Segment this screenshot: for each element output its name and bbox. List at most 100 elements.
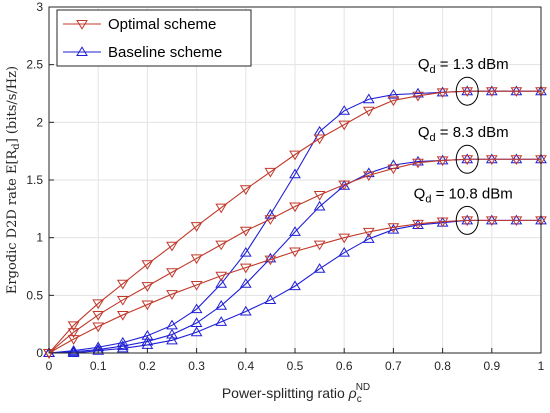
y-axis-label-subscript: d (11, 143, 22, 150)
x-axis-label: Power-splitting ratio ρcND (222, 382, 370, 405)
data-point-triangle-down (485, 87, 498, 97)
y-axis-label-unit: ] (bits/s/Hz) (5, 66, 20, 143)
data-point-triangle-down (412, 219, 424, 230)
x-tick-label: 0.5 (287, 359, 304, 373)
data-point-triangle-up (43, 347, 55, 357)
x-axis-label-text: Power-splitting ratio (222, 385, 349, 401)
data-point-triangle-up (412, 155, 424, 166)
annotations: Qd = 1.3 dBm Qd = 8.3 dBm Qd = 10.8 dBm (414, 56, 513, 235)
data-point-triangle-down (362, 171, 375, 182)
x-tick-label: 0.2 (139, 359, 156, 373)
data-point-triangle-up (67, 347, 80, 357)
data-point-triangle-down (461, 155, 474, 165)
data-point-triangle-down (92, 299, 105, 310)
data-point-triangle-up (362, 167, 375, 178)
legend-entry-baseline: Baseline scheme (63, 44, 222, 61)
data-point-triangle-down (141, 282, 154, 292)
data-point-triangle-up (92, 344, 105, 355)
x-tick-label: 0.3 (188, 359, 205, 373)
data-point-triangle-down (510, 155, 523, 165)
data-point-triangle-down (190, 254, 203, 265)
x-axis-label-subscript: c (357, 394, 362, 405)
data-point-triangle-up (313, 263, 326, 273)
x-tick-label: 0.4 (237, 359, 254, 373)
data-point-triangle-up (387, 88, 400, 99)
data-point-triangle-up (116, 342, 129, 353)
data-point-triangle-up (461, 85, 474, 96)
data-point-triangle-down (412, 158, 424, 169)
y-tick-label: 1.5 (26, 173, 43, 187)
data-point-triangle-up (362, 233, 375, 243)
data-point-triangle-down (67, 335, 80, 345)
data-point-triangle-down (215, 203, 228, 214)
data-point-triangle-down (264, 255, 277, 266)
series-optimal (43, 216, 547, 359)
annotation-circle (455, 205, 479, 235)
data-point-triangle-up (141, 329, 154, 340)
data-point-triangle-up (239, 278, 252, 288)
data-point-triangle-down (485, 155, 498, 165)
y-tick-label: 2 (36, 115, 43, 129)
data-point-triangle-down (362, 106, 375, 117)
data-point-triangle-down (485, 216, 498, 227)
annotation-circle (455, 144, 479, 174)
data-point-triangle-up (215, 278, 228, 288)
x-tick-label: 0.9 (483, 359, 500, 373)
data-point-triangle-down (141, 260, 154, 270)
data-point-triangle-down (116, 310, 129, 321)
data-point-triangle-down (67, 321, 80, 332)
annotation-label: Qd = 10.8 dBm (414, 185, 513, 205)
data-point-triangle-down (338, 180, 351, 191)
data-point-triangle-up (485, 214, 498, 225)
x-tick-label: 0.8 (434, 359, 451, 373)
data-point-triangle-down (362, 227, 375, 238)
x-tick-label: 1 (538, 359, 545, 373)
data-point-triangle-down (289, 150, 301, 161)
data-point-triangle-up (190, 326, 203, 337)
y-tick-label: 0.5 (26, 288, 43, 302)
data-point-triangle-up (461, 214, 474, 225)
data-point-triangle-down (510, 87, 523, 97)
data-point-triangle-up (264, 208, 277, 219)
data-point-triangle-down (264, 215, 277, 225)
series-line (48, 90, 541, 354)
data-point-triangle-up (461, 153, 474, 164)
x-tick-label: 0.6 (336, 359, 353, 373)
data-point-triangle-down (264, 167, 277, 178)
data-point-triangle-down (436, 217, 449, 228)
data-point-triangle-up (67, 346, 80, 356)
legend: Optimal scheme Baseline scheme (56, 9, 252, 67)
legend-label-baseline: Baseline scheme (108, 44, 222, 61)
data-point-triangle-down (166, 268, 178, 278)
data-point-triangle-up (289, 168, 301, 179)
data-point-triangle-down (313, 240, 326, 251)
data-point-triangle-down (67, 328, 80, 338)
axis-ticks: 0 0.1 0.2 0.3 0.4 0.5 0.6 0.7 0.8 0.9 1 0 0.5 1 1.5 2 2.… (26, 0, 544, 373)
legend-marker-triangle-down (76, 20, 88, 30)
x-tick-label: 0.1 (90, 359, 107, 373)
data-point-triangle-down (461, 87, 474, 97)
data-point-triangle-down (289, 202, 301, 213)
data-point-triangle-down (338, 120, 351, 131)
data-point-triangle-down (387, 96, 400, 107)
data-point-triangle-up (264, 294, 277, 304)
series-line (48, 158, 541, 354)
y-tick-label: 2.5 (26, 58, 43, 72)
data-point-triangle-down (239, 263, 252, 274)
data-point-triangle-up (412, 87, 424, 98)
y-axis-label-expr: E[R (5, 148, 20, 174)
data-point-triangle-up (510, 153, 523, 164)
series-layer (43, 85, 547, 359)
data-point-triangle-up (67, 344, 80, 355)
x-tick-label: 0 (46, 359, 53, 373)
data-point-triangle-up (485, 153, 498, 164)
series-optimal (43, 87, 547, 359)
legend-label-optimal: Optimal scheme (108, 16, 216, 33)
data-point-triangle-up (190, 317, 203, 328)
data-point-triangle-up (166, 319, 178, 330)
annotation-circle (455, 76, 479, 106)
data-point-triangle-up (215, 316, 228, 326)
legend-entry-optimal: Optimal scheme (63, 16, 216, 33)
